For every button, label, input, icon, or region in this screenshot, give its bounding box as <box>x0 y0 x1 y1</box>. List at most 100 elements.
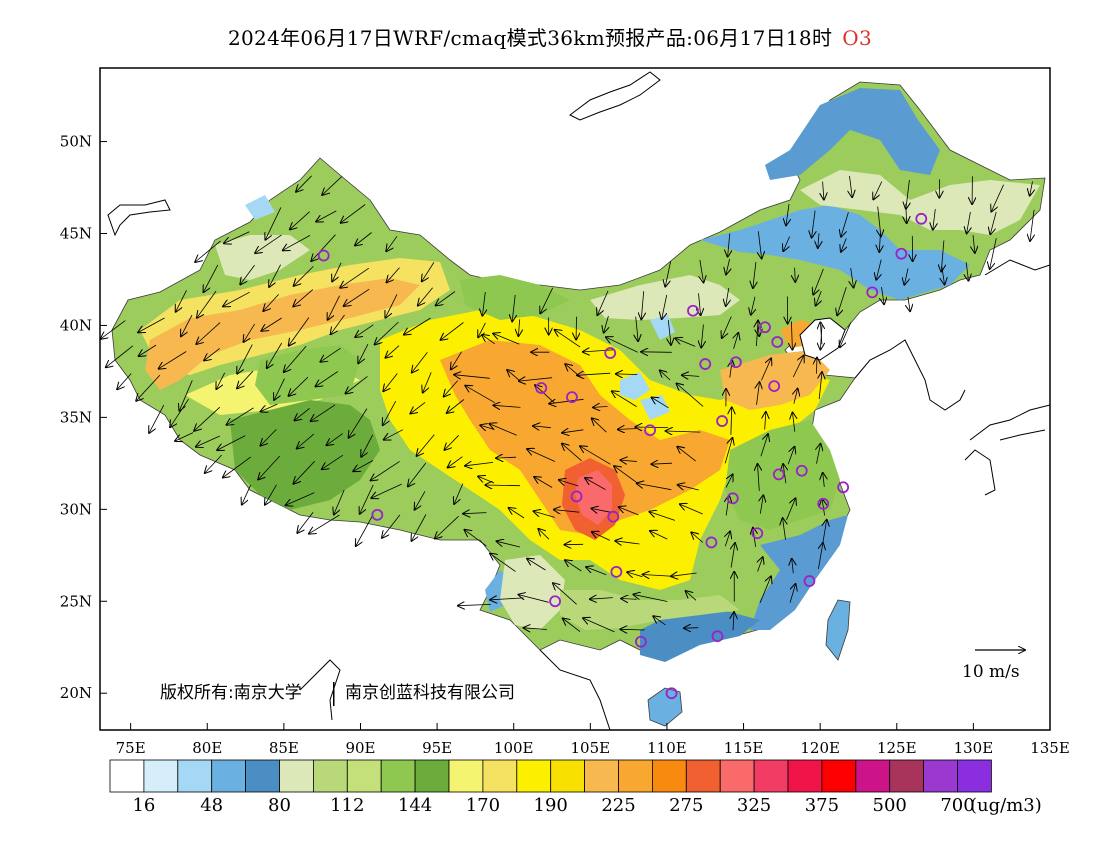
wind-arrow <box>316 210 337 222</box>
wind-arrow <box>170 398 189 427</box>
copyright-text-1: 版权所有:南京大学 <box>160 683 302 703</box>
wind-arrow <box>555 330 581 348</box>
wind-arrow <box>265 484 277 505</box>
wind-arrow <box>496 457 517 458</box>
wind-arrow <box>621 460 637 461</box>
wind-arrow <box>311 404 336 421</box>
wind-arrow <box>618 429 637 430</box>
legend-label: 190 <box>534 795 568 816</box>
wind-arrow <box>175 432 194 441</box>
wind-arrow <box>650 531 668 540</box>
wind-arrow <box>316 371 339 387</box>
wind-arrow <box>418 287 433 306</box>
wind-arrow <box>619 507 639 516</box>
wind-arrow <box>383 373 398 392</box>
wind-arrow <box>973 235 975 253</box>
wind-arrow <box>524 628 547 630</box>
wind-arrow <box>666 431 701 432</box>
map-title: 2024年06月17日WRF/cmaq模式36km预报产品:06月17日18时 O… <box>0 22 1100 51</box>
lon-tick-label: 135E <box>1030 739 1070 757</box>
legend-swatch <box>550 759 586 793</box>
wind-arrow <box>512 294 515 321</box>
wind-arrow <box>816 290 822 306</box>
wind-scale-label: 10 m/s <box>962 662 1020 682</box>
wind-arrow <box>204 348 220 360</box>
wind-arrow <box>559 480 579 487</box>
wind-arrow <box>261 429 277 445</box>
wind-arrow <box>341 204 366 223</box>
wind-arrow <box>841 212 849 236</box>
green-south-zone <box>560 590 740 630</box>
station-marker <box>570 490 583 503</box>
wind-arrow <box>296 175 312 192</box>
high-o3-north-china <box>720 350 830 410</box>
wind-arrow <box>490 424 517 436</box>
wind-arrow <box>583 618 615 633</box>
wind-arrow <box>841 238 846 252</box>
lon-tick-label: 120E <box>800 739 840 757</box>
wind-arrow <box>240 264 255 284</box>
wind-arrow <box>255 234 282 253</box>
wind-arrow <box>360 484 374 514</box>
wind-arrow <box>675 338 696 347</box>
wind-arrow <box>615 541 640 544</box>
wind-arrow <box>441 322 464 340</box>
wind-arrow <box>818 543 823 570</box>
station-marker <box>687 304 699 317</box>
wind-arrow <box>423 372 432 392</box>
wind-vectors <box>101 175 1034 633</box>
wind-arrow <box>294 460 315 484</box>
wind-arrow <box>448 456 463 468</box>
station-marker <box>644 424 656 437</box>
wind-arrow <box>274 378 285 400</box>
wind-arrow <box>290 211 310 230</box>
wind-arrow <box>724 438 732 464</box>
wind-arrow <box>375 321 399 344</box>
station-marker <box>837 481 850 494</box>
wind-arrow <box>422 262 435 281</box>
wind-arrow <box>371 461 400 480</box>
wind-arrow <box>876 259 881 280</box>
wind-arrow <box>731 543 735 568</box>
wind-arrow <box>196 435 220 447</box>
wind-arrow <box>942 266 945 284</box>
station-marker <box>607 510 620 523</box>
lat-tick-label: 45N <box>60 225 92 243</box>
wind-arrow <box>261 403 278 411</box>
wind-arrow <box>816 358 817 374</box>
wind-arrow <box>553 583 577 605</box>
wind-arrow <box>577 373 611 375</box>
wind-arrow <box>819 372 822 400</box>
wind-arrow <box>786 498 796 520</box>
wind-arrow <box>224 231 250 244</box>
wind-arrow <box>597 290 609 315</box>
wind-arrow <box>382 514 401 538</box>
lightblue-patch-4 <box>245 195 275 220</box>
station-marker <box>795 464 808 477</box>
color-legend: 16 48 80 112 144 170 190 225 275 325 375 500 700 <box>109 759 992 816</box>
wind-arrow <box>878 206 881 237</box>
wind-arrow <box>358 344 369 363</box>
legend-swatch <box>787 759 823 793</box>
legend-swatch <box>584 759 619 793</box>
wind-arrow <box>242 484 252 505</box>
wind-arrow <box>726 287 729 306</box>
legend-swatch <box>685 759 721 793</box>
wind-arrow <box>606 337 638 353</box>
outline-vietnam-coast <box>299 649 611 730</box>
wind-arrow <box>412 352 428 372</box>
wind-arrow <box>636 316 638 342</box>
lat-tick-label: 20N <box>60 684 92 702</box>
wind-arrow <box>614 466 638 484</box>
wind-arrow <box>822 499 825 516</box>
lon-tick-label: 95E <box>422 739 452 757</box>
wind-arrow <box>671 573 697 576</box>
wind-arrow <box>668 320 671 345</box>
wind-arrow <box>787 447 794 465</box>
wind-arrow <box>882 287 885 304</box>
wind-arrow <box>101 320 126 339</box>
lat-tick-label: 35N <box>60 408 92 426</box>
legend-swatch <box>312 759 348 793</box>
wind-arrow <box>289 317 310 346</box>
lightblue-patch-1 <box>620 372 650 400</box>
